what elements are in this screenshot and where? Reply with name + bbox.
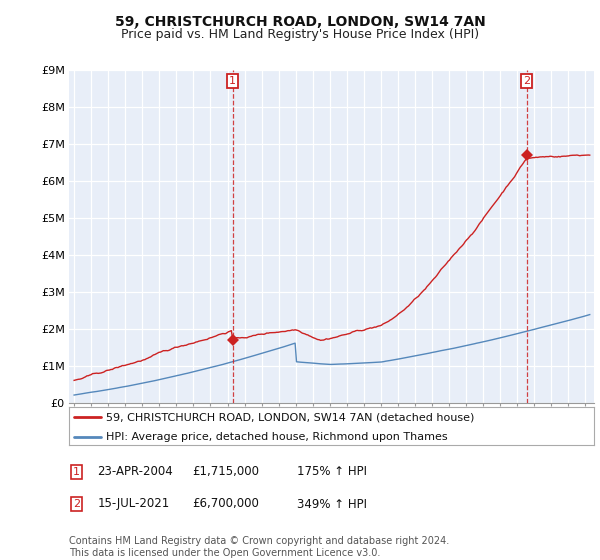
- Text: 59, CHRISTCHURCH ROAD, LONDON, SW14 7AN: 59, CHRISTCHURCH ROAD, LONDON, SW14 7AN: [115, 15, 485, 29]
- Text: 175% ↑ HPI: 175% ↑ HPI: [297, 465, 367, 478]
- Text: 1: 1: [229, 76, 236, 86]
- Text: 2: 2: [523, 76, 530, 86]
- Text: 23-APR-2004: 23-APR-2004: [97, 465, 173, 478]
- Text: 59, CHRISTCHURCH ROAD, LONDON, SW14 7AN (detached house): 59, CHRISTCHURCH ROAD, LONDON, SW14 7AN …: [106, 412, 474, 422]
- Text: Price paid vs. HM Land Registry's House Price Index (HPI): Price paid vs. HM Land Registry's House …: [121, 28, 479, 41]
- Text: 2: 2: [73, 499, 80, 509]
- Text: 349% ↑ HPI: 349% ↑ HPI: [297, 497, 367, 511]
- Text: £1,715,000: £1,715,000: [192, 465, 259, 478]
- Text: £6,700,000: £6,700,000: [192, 497, 259, 511]
- Text: HPI: Average price, detached house, Richmond upon Thames: HPI: Average price, detached house, Rich…: [106, 432, 448, 442]
- Text: 15-JUL-2021: 15-JUL-2021: [97, 497, 169, 511]
- Text: 1: 1: [73, 466, 80, 477]
- Text: Contains HM Land Registry data © Crown copyright and database right 2024.
This d: Contains HM Land Registry data © Crown c…: [69, 536, 449, 558]
